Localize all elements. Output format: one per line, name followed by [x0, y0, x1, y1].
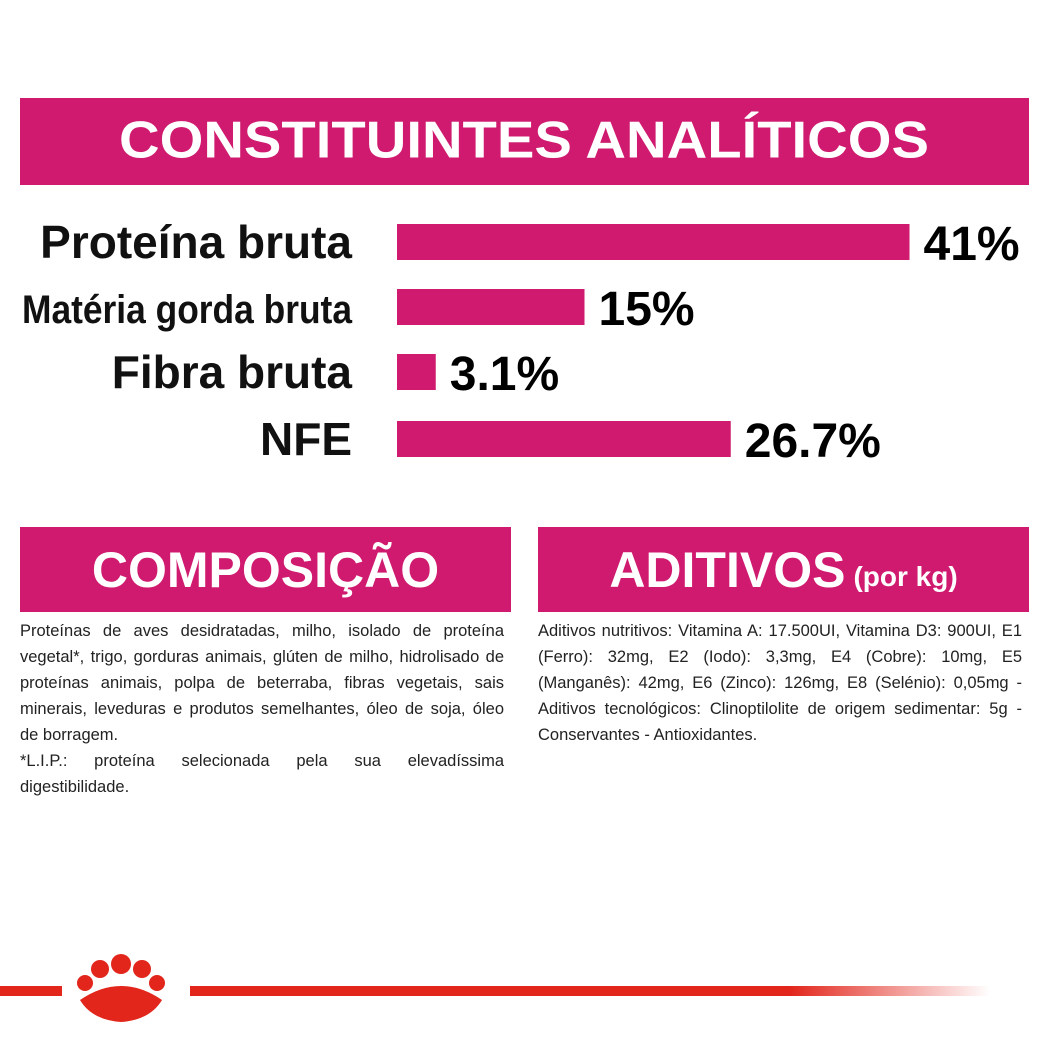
category-label: Proteína bruta	[40, 216, 352, 268]
section-body: Aditivos nutritivos: Vitamina A: 17.500U…	[538, 618, 1022, 748]
bar	[397, 354, 436, 390]
value-label: 41%	[924, 218, 1020, 271]
section-banner: COMPOSIÇÃO	[20, 527, 511, 612]
category-label: NFE	[260, 413, 352, 465]
paragraph: Proteínas de aves desidratadas, milho, i…	[20, 622, 504, 744]
section-title: COMPOSIÇÃO	[91, 541, 440, 598]
value-label: 15%	[599, 283, 695, 336]
chart: CONSTITUINTES ANALÍTICOS 41% Proteína bru…	[20, 98, 1029, 468]
logo	[77, 954, 165, 1022]
section-body: Proteínas de aves desidratadas, milho, i…	[20, 618, 504, 800]
section-title: ADITIVOS	[609, 541, 846, 598]
category-label: Matéria gorda bruta	[22, 288, 353, 332]
bar	[397, 289, 585, 325]
title-banner	[20, 98, 1029, 185]
paragraph: *L.I.P.: proteína selecionada pela sua e…	[20, 752, 504, 796]
value-label: 26.7%	[745, 415, 881, 468]
value-label: 3.1%	[450, 348, 559, 401]
category-label: Fibra bruta	[112, 346, 353, 398]
bar	[397, 224, 910, 260]
section-banner: ADITIVOS (por kg)	[538, 527, 1029, 612]
bar	[397, 421, 731, 457]
footer-line	[190, 986, 990, 996]
section-subtitle: (por kg)	[853, 560, 958, 592]
chart-title: CONSTITUINTES ANALÍTICOS	[119, 112, 929, 170]
footer-line	[0, 986, 62, 996]
paragraph: Aditivos nutritivos: Vitamina A: 17.500U…	[538, 622, 1022, 744]
